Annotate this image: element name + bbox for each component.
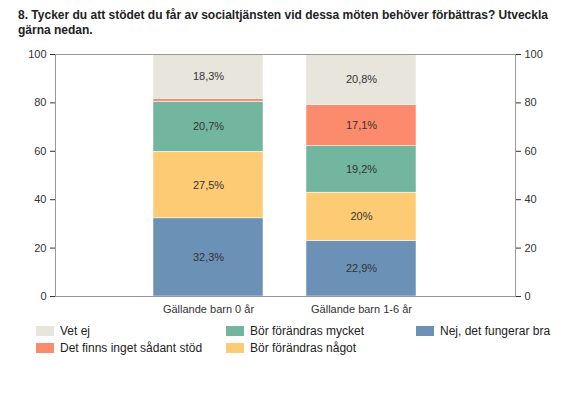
svg-text:22,9%: 22,9% [346, 262, 377, 274]
svg-text:0: 0 [525, 290, 531, 302]
svg-text:60: 60 [34, 145, 46, 157]
svg-text:80: 80 [525, 96, 537, 108]
html-text:Vet ej: Vet ej [60, 324, 90, 338]
svg-text:100: 100 [28, 48, 46, 60]
html-text:Bör förändras något: Bör förändras något [250, 341, 357, 355]
svg-text:20%: 20% [350, 210, 372, 222]
svg-text:18,3%: 18,3% [193, 70, 224, 82]
svg-text:32,3%: 32,3% [193, 251, 224, 263]
svg-text:40: 40 [525, 193, 537, 205]
html-text:8. Tycker du att stödet du får: 8. Tycker du att stödet du får av social… [18, 8, 548, 37]
svg-text:17,1%: 17,1% [346, 119, 377, 131]
svg-text:20: 20 [525, 242, 537, 254]
svg-text:60: 60 [525, 145, 537, 157]
svg-text:80: 80 [34, 96, 46, 108]
svg-text:0: 0 [40, 290, 46, 302]
svg-text:19,2%: 19,2% [346, 163, 377, 175]
svg-text:20,7%: 20,7% [193, 120, 224, 132]
svg-text:Gällande barn 1-6 år: Gällande barn 1-6 år [311, 303, 412, 315]
svg-text:Gällande barn 0 år: Gällande barn 0 år [163, 303, 254, 315]
svg-text:100: 100 [525, 48, 543, 60]
html-text:Bör förändras mycket: Bör förändras mycket [250, 324, 364, 338]
html-text:Det finns inget sådant stöd: Det finns inget sådant stöd [60, 341, 203, 355]
svg-text:27,5%: 27,5% [193, 179, 224, 191]
svg-text:20,8%: 20,8% [346, 73, 377, 85]
html-text:Nej, det fungerar bra: Nej, det fungerar bra [440, 324, 551, 338]
svg-text:20: 20 [34, 242, 46, 254]
svg-text:40: 40 [34, 193, 46, 205]
